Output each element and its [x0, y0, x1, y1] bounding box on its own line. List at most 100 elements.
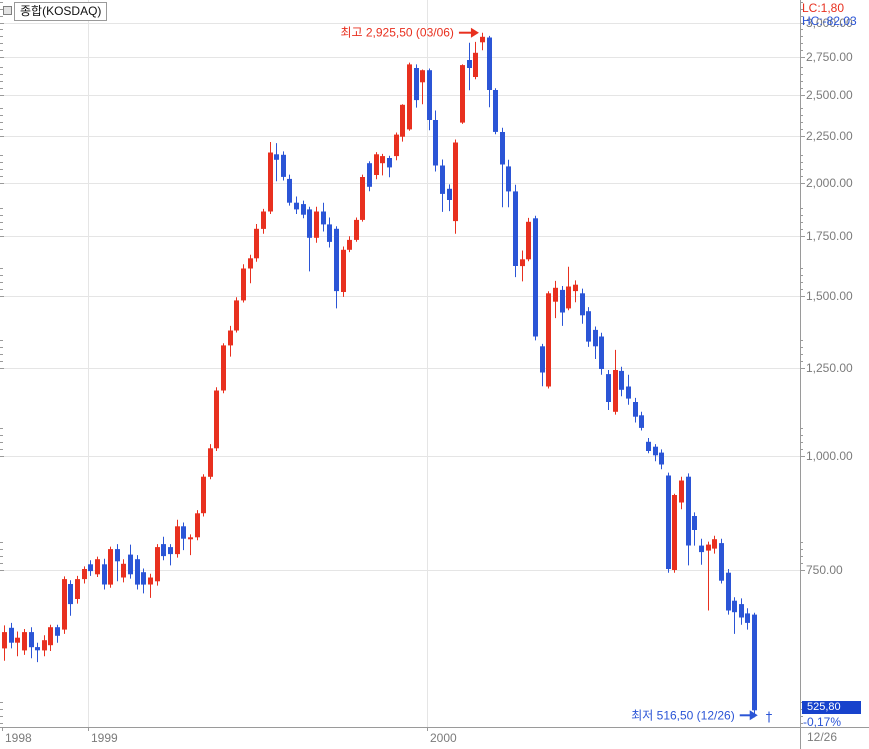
- candle-body: [88, 564, 93, 572]
- hc-value-label: HC:-82,03: [802, 14, 857, 28]
- candle-body: [500, 132, 505, 165]
- candle-body: [453, 142, 458, 222]
- candle-body: [646, 441, 651, 451]
- candle-body: [268, 152, 273, 212]
- candle-body: [526, 221, 531, 260]
- candle-body: [141, 572, 146, 585]
- candle-body: [480, 36, 485, 43]
- candle-body: [82, 569, 87, 580]
- y-tick-label: 2,500.00: [806, 88, 853, 102]
- candle-body: [95, 559, 100, 575]
- candle-body: [447, 188, 452, 200]
- candle-body: [506, 166, 511, 192]
- lc-value-label: LC:1,80: [802, 1, 845, 15]
- y-tick-label: 2,750.00: [806, 50, 853, 64]
- candle-body: [400, 104, 405, 137]
- candle-body: [334, 228, 339, 292]
- candle-body: [460, 65, 465, 123]
- change-percent-label: -0,17%: [803, 715, 842, 729]
- candle-body: [168, 547, 173, 555]
- candle-body: [639, 415, 644, 428]
- candle-body: [599, 336, 604, 369]
- candle-body: [394, 134, 399, 157]
- candle-body: [467, 60, 472, 68]
- legend-checkbox-icon[interactable]: [3, 6, 12, 15]
- candle-body: [493, 90, 498, 132]
- candle-body: [307, 209, 312, 238]
- candle-body: [301, 204, 306, 215]
- candle-body: [208, 448, 213, 477]
- candle-body: [699, 545, 704, 553]
- candle-body: [726, 572, 731, 611]
- candle-body: [706, 544, 711, 551]
- candle-body: [420, 70, 425, 83]
- candle-body: [593, 329, 598, 347]
- candle-body: [672, 495, 677, 570]
- y-tick-label: 1,500.00: [806, 289, 853, 303]
- candle-body: [2, 632, 7, 649]
- candle-body: [188, 537, 193, 540]
- low-annotation-label: 최저 516,50 (12/26): [631, 708, 734, 722]
- candle-body: [175, 526, 180, 555]
- y-tick-label: 2,000.00: [806, 176, 853, 190]
- candle-body: [135, 559, 140, 585]
- candle-body: [560, 289, 565, 313]
- y-tick-label: 2,250.00: [806, 129, 853, 143]
- candle-body: [380, 156, 385, 164]
- x-year-label: 1998: [5, 731, 32, 745]
- candle-body: [261, 211, 266, 229]
- high-arrow-head: [470, 27, 479, 38]
- candle-body: [546, 293, 551, 387]
- candle-body: [234, 300, 239, 331]
- candle-body: [533, 218, 538, 337]
- candle-body: [606, 374, 611, 402]
- candle-body: [427, 70, 432, 120]
- candle-body: [228, 330, 233, 346]
- candle-body: [752, 614, 757, 711]
- candle-body: [613, 370, 618, 412]
- candle-body: [367, 163, 372, 187]
- series-title[interactable]: 종합(KOSDAQ): [14, 2, 108, 21]
- y-tick-label: 1,000.00: [806, 449, 853, 463]
- candle-body: [248, 258, 253, 269]
- candle-body: [314, 211, 319, 238]
- candle-body: [29, 632, 34, 648]
- x-axis-end-date-label: 12/26: [807, 730, 838, 744]
- candle-body: [586, 311, 591, 342]
- candle-body: [580, 293, 585, 316]
- candle-body: [347, 239, 352, 250]
- candle-body: [161, 544, 166, 557]
- candle-body: [719, 543, 724, 581]
- candle-body: [181, 526, 186, 539]
- candle-body: [214, 390, 219, 449]
- candle-body: [75, 579, 80, 599]
- candle-body: [48, 627, 53, 646]
- candle-body: [440, 165, 445, 194]
- candle-body: [42, 640, 47, 651]
- candle-body: [566, 286, 571, 309]
- candle-body: [666, 475, 671, 569]
- candle-body: [287, 178, 292, 203]
- candle-body: [294, 202, 299, 210]
- candle-body: [659, 452, 664, 465]
- y-tick-label: 3,000.00: [806, 16, 853, 30]
- candle-body: [619, 370, 624, 390]
- candle-body: [201, 476, 206, 514]
- candle-body: [414, 68, 419, 101]
- candle-body: [128, 554, 133, 575]
- candle-body: [108, 549, 113, 585]
- candle-body: [195, 513, 200, 538]
- candle-body: [487, 37, 492, 90]
- candle-body: [155, 547, 160, 582]
- x-year-label: 2000: [430, 731, 457, 745]
- candle-body: [540, 346, 545, 373]
- y-tick-label: 1,750.00: [806, 229, 853, 243]
- candle-body: [407, 64, 412, 130]
- candle-body: [254, 228, 259, 259]
- candle-body: [68, 584, 73, 605]
- candle-body: [221, 345, 226, 391]
- candle-body: [341, 249, 346, 292]
- candle-body: [148, 577, 153, 585]
